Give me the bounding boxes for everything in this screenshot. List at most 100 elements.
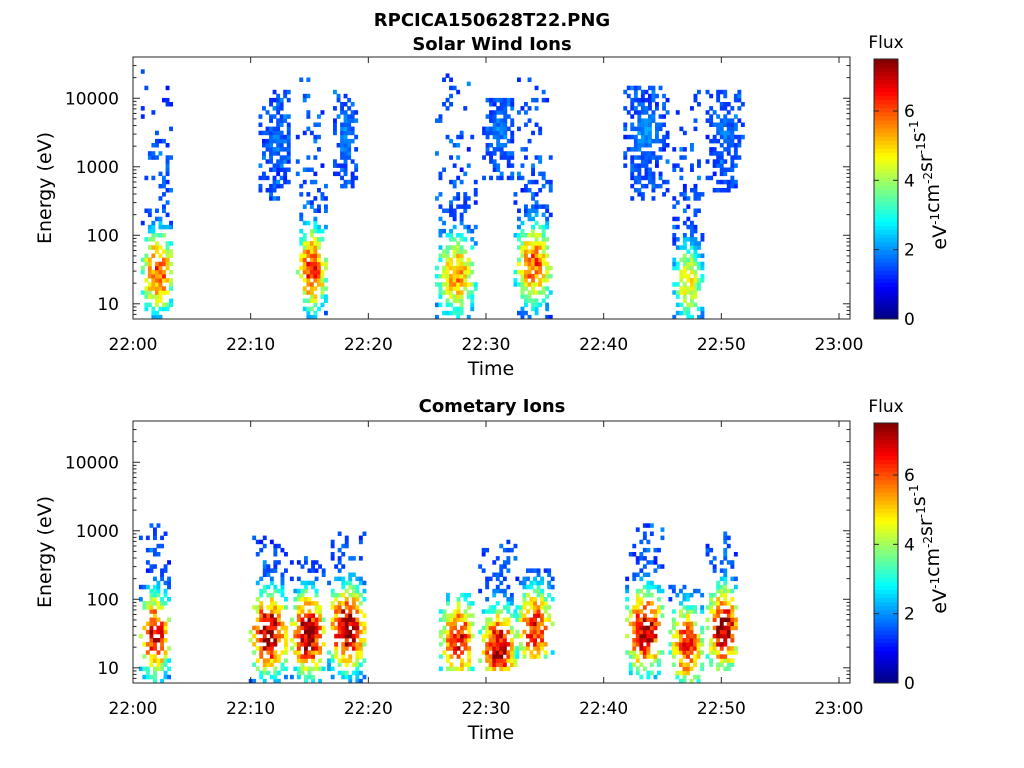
- heatmap-cell: [693, 241, 698, 246]
- heatmap-cell: [640, 122, 645, 127]
- heatmap-cell: [506, 155, 511, 160]
- heatmap-cell: [347, 106, 352, 111]
- heatmap-cell: [337, 670, 342, 676]
- heatmap-cell: [538, 253, 543, 258]
- heatmap-cell: [255, 625, 260, 631]
- heatmap-cell: [726, 179, 731, 185]
- heatmap-cell: [644, 118, 649, 123]
- heatmap-cell: [637, 114, 642, 119]
- heatmap-cell: [686, 237, 691, 242]
- heatmap-cell: [155, 143, 159, 148]
- heatmap-cell: [675, 261, 680, 267]
- heatmap-cell: [517, 257, 521, 263]
- heatmap-cell: [672, 163, 677, 168]
- heatmap-cell: [712, 159, 717, 164]
- heatmap-cell: [320, 192, 325, 197]
- heatmap-cell: [463, 638, 468, 643]
- heatmap-cell: [165, 245, 170, 250]
- heatmap-cell: [456, 609, 461, 614]
- heatmap-cell: [545, 269, 550, 275]
- heatmap-cell: [262, 629, 267, 635]
- heatmap-cell: [671, 625, 676, 631]
- heatmap-cell: [163, 670, 168, 676]
- heatmap-cell: [503, 122, 508, 127]
- colorbar-segment: [874, 71, 898, 76]
- heatmap-cell: [269, 147, 273, 152]
- heatmap-cell: [265, 110, 270, 115]
- heatmap-cell: [153, 617, 157, 622]
- heatmap-cell: [492, 588, 497, 594]
- heatmap-cell: [723, 130, 728, 136]
- heatmap-cell: [510, 130, 515, 136]
- colorbar-segment: [874, 184, 898, 190]
- colorbar-tick-label: 2: [904, 605, 915, 625]
- heatmap-cell: [147, 245, 152, 250]
- heatmap-cell: [145, 535, 150, 541]
- heatmap-cell: [158, 269, 163, 275]
- heatmap-cell: [155, 290, 159, 295]
- heatmap-cell: [534, 97, 539, 103]
- heatmap-cell: [639, 588, 644, 594]
- colorbar-segment: [874, 314, 898, 320]
- heatmap-cell: [705, 159, 710, 164]
- heatmap-cell: [467, 605, 472, 610]
- heatmap-cell: [340, 151, 344, 156]
- heatmap-cell: [488, 662, 493, 667]
- heatmap-cell: [495, 617, 500, 622]
- heatmap-cell: [449, 212, 453, 218]
- heatmap-cell: [459, 220, 464, 226]
- heatmap-cell: [679, 286, 684, 291]
- heatmap-cell: [640, 106, 645, 111]
- heatmap-cell: [527, 298, 532, 303]
- heatmap-cell: [662, 179, 666, 185]
- heatmap-cell: [466, 274, 471, 279]
- heatmap-cell: [639, 609, 644, 614]
- heatmap-cell: [330, 552, 335, 557]
- heatmap-cell: [502, 638, 507, 643]
- heatmap-cell: [162, 249, 166, 254]
- heatmap-cell: [513, 609, 518, 614]
- heatmap-cell: [653, 547, 658, 553]
- heatmap-cell: [716, 151, 721, 156]
- heatmap-cell: [314, 642, 319, 647]
- heatmap-cell: [467, 638, 472, 643]
- heatmap-cell: [467, 658, 472, 663]
- heatmap-cell: [719, 151, 724, 156]
- heatmap-cell: [726, 609, 731, 614]
- heatmap-cell: [155, 282, 159, 287]
- heatmap-cell: [686, 662, 690, 667]
- heatmap-cell: [155, 245, 159, 250]
- heatmap-cell: [445, 269, 450, 275]
- heatmap-cell: [503, 151, 508, 156]
- heatmap-cell: [445, 265, 450, 271]
- heatmap-cell: [452, 294, 457, 299]
- heatmap-cell: [459, 265, 464, 271]
- heatmap-cell: [658, 138, 663, 144]
- heatmap-cell: [438, 233, 443, 238]
- heatmap-cell: [482, 155, 486, 160]
- heatmap-cell: [340, 134, 344, 140]
- heatmap-cell: [534, 208, 539, 213]
- heatmap-cell: [533, 638, 537, 643]
- heatmap-cell: [317, 261, 321, 267]
- heatmap-cell: [658, 155, 663, 160]
- heatmap-cell: [355, 617, 360, 622]
- heatmap-cell: [630, 159, 635, 164]
- heatmap-cell: [276, 678, 281, 684]
- heatmap-cell: [449, 646, 454, 651]
- heatmap-cell: [276, 102, 281, 107]
- heatmap-cell: [726, 134, 731, 140]
- heatmap-cell: [502, 650, 507, 655]
- heatmap-cell: [333, 130, 337, 136]
- heatmap-cell: [273, 588, 278, 594]
- heatmap-cell: [648, 138, 652, 144]
- heatmap-cell: [442, 609, 447, 614]
- heatmap-cell: [524, 183, 528, 189]
- heatmap-cell: [712, 592, 717, 598]
- heatmap-cell: [456, 155, 461, 160]
- heatmap-cell: [276, 560, 281, 565]
- heatmap-cell: [520, 274, 525, 279]
- heatmap-cell: [682, 155, 687, 160]
- heatmap-cell: [513, 658, 518, 663]
- heatmap-cell: [438, 253, 443, 258]
